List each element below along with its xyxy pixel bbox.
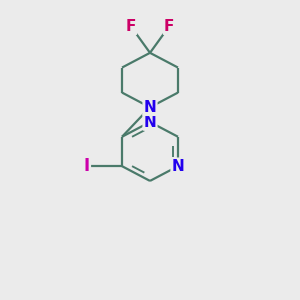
Text: I: I xyxy=(84,157,90,175)
Text: F: F xyxy=(126,19,136,34)
Text: N: N xyxy=(172,159,184,174)
Text: N: N xyxy=(144,115,156,130)
Text: N: N xyxy=(144,100,156,115)
Text: F: F xyxy=(164,19,174,34)
